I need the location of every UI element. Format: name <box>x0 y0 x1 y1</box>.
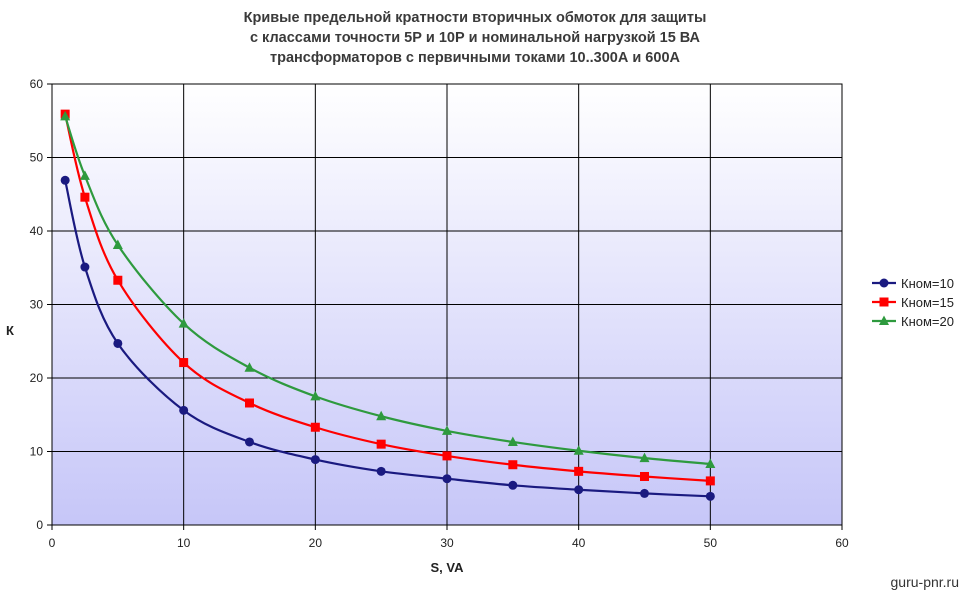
legend-label: Кном=10 <box>901 276 954 291</box>
data-point <box>508 480 518 490</box>
title-line-3: трансформаторов с первичными токами 10..… <box>270 50 680 66</box>
y-tick-label: 50 <box>30 151 44 165</box>
data-point <box>79 170 90 180</box>
data-point <box>112 239 123 249</box>
data-point <box>113 275 123 285</box>
title-line-2: с классами точности 5Р и 10Р и номинальн… <box>250 30 701 46</box>
data-point <box>376 439 386 449</box>
y-tick-label: 10 <box>30 445 44 459</box>
legend-item: Кном=20 <box>872 314 954 329</box>
data-point <box>442 451 452 461</box>
x-tick-label: 50 <box>704 536 718 550</box>
x-tick-label: 40 <box>572 536 586 550</box>
data-point <box>245 437 254 447</box>
legend-marker <box>879 315 889 325</box>
series-layer <box>60 109 716 501</box>
data-point <box>310 390 321 401</box>
data-point <box>80 192 90 202</box>
legend-item: Кном=15 <box>872 295 954 310</box>
series-3 <box>60 110 716 468</box>
data-point <box>60 175 70 185</box>
chart-title: Кривые предельной кратности вторичных об… <box>244 10 707 66</box>
legend-marker <box>879 278 889 288</box>
data-point <box>310 422 320 432</box>
y-tick-label: 30 <box>30 298 44 312</box>
y-tick-label: 20 <box>30 371 44 385</box>
title-line-1: Кривые предельной кратности вторичных об… <box>244 10 707 26</box>
data-point <box>442 425 452 435</box>
legend-marker <box>879 297 889 307</box>
data-point <box>639 452 650 463</box>
data-point <box>573 445 584 455</box>
y-tick-label: 0 <box>36 518 43 532</box>
data-point <box>179 405 189 415</box>
data-point <box>508 460 518 470</box>
data-point <box>442 474 452 484</box>
data-point <box>113 338 123 348</box>
data-point <box>705 476 715 486</box>
data-point <box>640 488 649 498</box>
y-axis-ticks: 0 10 20 30 40 50 60 <box>30 77 52 532</box>
watermark: guru-pnr.ru <box>890 574 959 590</box>
x-axis-title: S, VA <box>431 560 465 575</box>
data-point <box>640 471 649 481</box>
legend-item: Кном=10 <box>872 276 954 291</box>
x-tick-label: 60 <box>835 536 849 550</box>
data-point <box>60 110 71 121</box>
data-point <box>705 491 715 501</box>
data-point <box>376 466 386 476</box>
data-point <box>244 362 255 372</box>
data-point <box>574 466 584 476</box>
data-point <box>178 318 189 328</box>
x-tick-label: 10 <box>177 536 191 550</box>
x-tick-label: 0 <box>49 536 56 550</box>
data-point <box>245 398 254 408</box>
x-tick-label: 20 <box>309 536 323 550</box>
legend-label: Кном=15 <box>901 295 954 310</box>
x-axis-ticks: 0 10 20 30 40 50 60 <box>49 525 849 550</box>
data-point <box>179 358 189 368</box>
legend-label: Кном=20 <box>901 314 954 329</box>
data-point <box>310 455 320 465</box>
data-point <box>376 410 387 421</box>
y-tick-label: 40 <box>30 224 44 238</box>
y-axis-title: К <box>6 323 14 338</box>
data-point <box>80 262 90 272</box>
data-point <box>507 436 518 446</box>
data-point <box>705 458 716 468</box>
y-tick-label: 60 <box>30 77 44 91</box>
data-point <box>574 485 584 495</box>
x-tick-label: 30 <box>440 536 454 550</box>
series-1 <box>60 175 715 501</box>
legend: Кном=10 Кном=15 Кном=20 <box>872 276 954 329</box>
